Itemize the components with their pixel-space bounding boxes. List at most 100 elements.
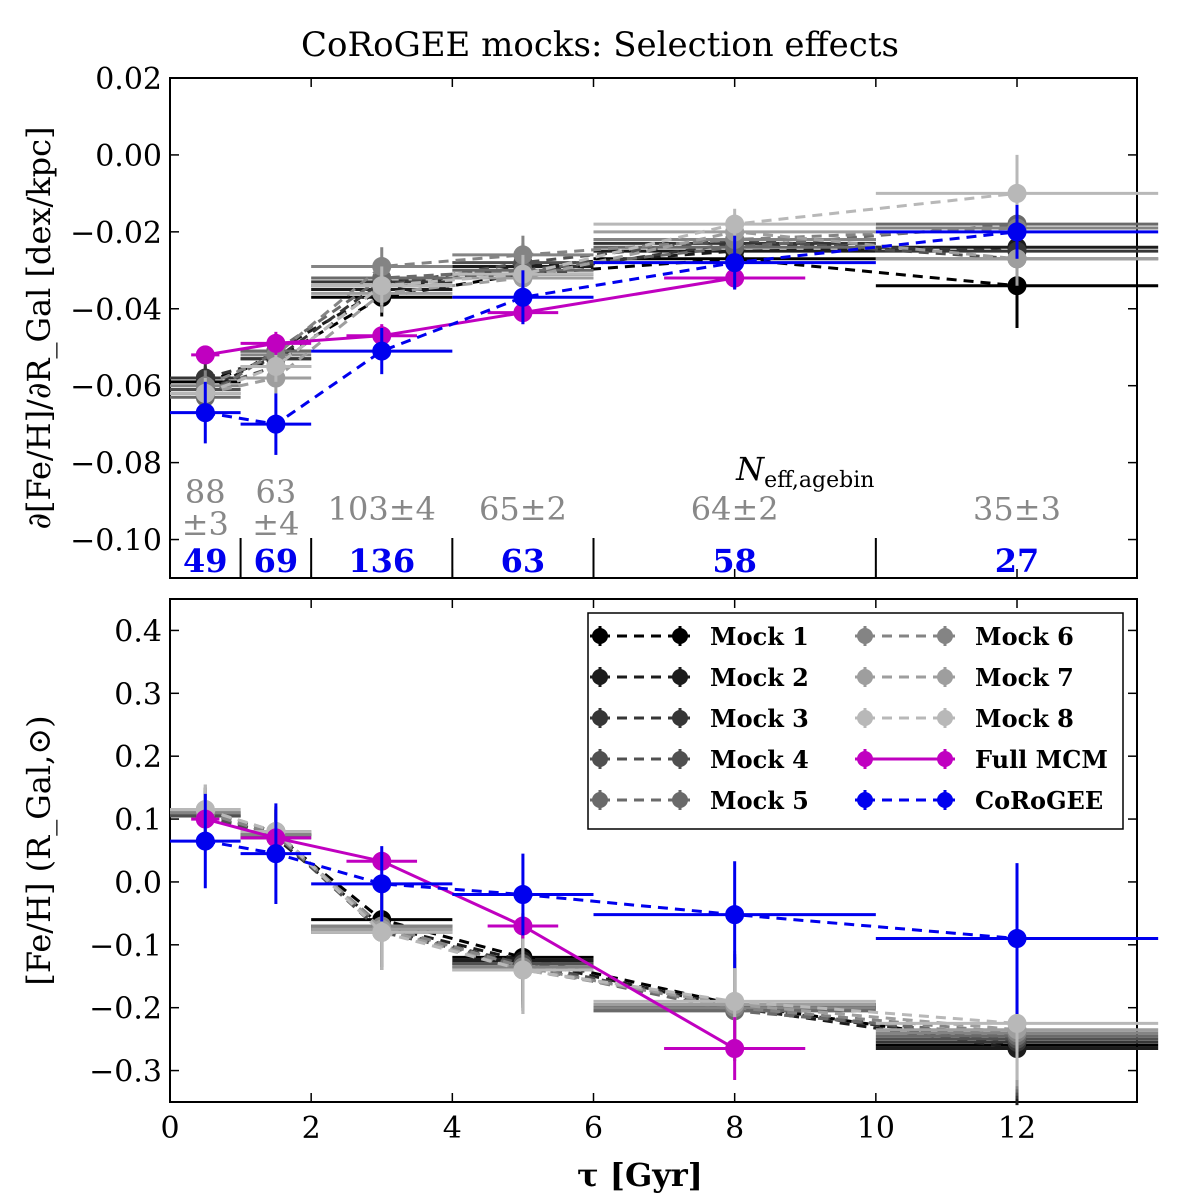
data-point xyxy=(1007,222,1027,242)
data-point xyxy=(195,345,215,365)
neff-value: 63 xyxy=(256,473,297,511)
legend-item-mock-6: Mock 6 xyxy=(855,622,1074,651)
legend-item-mock-3: Mock 3 xyxy=(590,704,809,733)
top-frame xyxy=(169,77,1138,579)
bottom-ytick-label: 0.1 xyxy=(114,803,162,838)
legend-item-mock-2: Mock 2 xyxy=(590,663,809,692)
legend-swatch-marker xyxy=(857,792,873,808)
legend-item-corogee: CoRoGEE xyxy=(855,786,1103,815)
legend-label: Mock 4 xyxy=(710,745,809,774)
data-point xyxy=(372,922,392,942)
legend-label: Mock 3 xyxy=(710,704,809,733)
bottom-y-axis-label: [Fe/H] (R_Gal,⊙) xyxy=(20,715,58,985)
legend-swatch-marker xyxy=(937,628,953,644)
neff-value: 103±4 xyxy=(328,490,436,528)
legend-item-mock-8: Mock 8 xyxy=(855,704,1074,733)
x-axis-label: τ [Gyr] xyxy=(577,1156,703,1194)
data-point xyxy=(725,905,745,925)
top-y-axis-label: ∂[Fe/H]/∂R_Gal [dex/kpc] xyxy=(20,126,58,529)
top-series-mock-8 xyxy=(170,154,1159,409)
bottom-series-mock-1 xyxy=(170,790,1159,1102)
data-point xyxy=(372,341,392,361)
legend-swatch-marker xyxy=(937,669,953,685)
legend-swatch-marker xyxy=(672,792,688,808)
data-point xyxy=(372,276,392,296)
legend-swatch-marker xyxy=(937,751,953,767)
legend-swatch-marker xyxy=(937,710,953,726)
data-point xyxy=(266,844,286,864)
series-line xyxy=(204,808,1018,1025)
series-line xyxy=(205,839,1018,941)
top-ytick-label: −0.10 xyxy=(70,524,162,559)
legend-item-full-mcm: Full MCM xyxy=(855,745,1108,774)
bottom-ytick-label: 0.2 xyxy=(114,740,162,775)
legend-label: Mock 8 xyxy=(975,704,1074,733)
series-line xyxy=(204,191,1018,395)
agebin-count: 49 xyxy=(183,542,228,580)
agebin-count: 27 xyxy=(995,542,1040,580)
top-ytick-label: −0.08 xyxy=(70,447,162,482)
top-series-mock-3 xyxy=(170,224,1159,394)
data-point xyxy=(266,356,286,376)
agebin-count: 69 xyxy=(254,542,299,580)
bottom-xtick-label: 8 xyxy=(725,1111,744,1146)
neff-value: 35±3 xyxy=(973,490,1061,528)
data-point xyxy=(1007,1013,1027,1033)
series-line xyxy=(204,811,1018,1038)
legend-swatch-marker xyxy=(672,710,688,726)
data-point xyxy=(513,960,533,980)
legend-swatch-marker xyxy=(672,751,688,767)
bottom-xtick-label: 6 xyxy=(584,1111,603,1146)
legend-swatch-marker xyxy=(592,792,608,808)
neff-value: 64±2 xyxy=(691,490,779,528)
data-point xyxy=(725,1039,745,1059)
legend-label: Mock 5 xyxy=(710,786,809,815)
legend-label: Mock 7 xyxy=(975,663,1074,692)
bottom-frame xyxy=(169,598,1138,1103)
legend-swatch-marker xyxy=(857,669,873,685)
legend-swatch-marker xyxy=(937,792,953,808)
data-point xyxy=(195,831,215,851)
bottom-ytick-label: 0.4 xyxy=(114,614,162,649)
figure-title: CoRoGEE mocks: Selection effects xyxy=(301,25,899,65)
data-point xyxy=(372,874,392,894)
legend-swatch-marker xyxy=(672,669,688,685)
bottom-series-mock-2 xyxy=(170,790,1159,1106)
legend-swatch-marker xyxy=(672,628,688,644)
data-point xyxy=(725,214,745,234)
top-ytick-label: −0.02 xyxy=(70,216,162,251)
legend-item-mock-4: Mock 4 xyxy=(590,745,809,774)
series-line xyxy=(204,808,1018,1032)
bottom-ytick-label: 0.3 xyxy=(114,677,162,712)
legend-label: Mock 2 xyxy=(710,663,809,692)
legend-label: Full MCM xyxy=(975,745,1108,774)
legend-swatch-marker xyxy=(592,751,608,767)
bottom-ytick-label: −0.2 xyxy=(89,992,162,1027)
legend-swatch-marker xyxy=(592,710,608,726)
series-line xyxy=(205,230,1018,426)
bottom-panel: 0.4 0.3 0.2 0.1 0.0 −0.1 −0.2 −0.3 0 2 4 6 8 10 12 [Fe/… xyxy=(20,598,1159,1146)
legend-swatch-marker xyxy=(592,628,608,644)
series-line xyxy=(204,814,1018,1051)
data-point xyxy=(725,253,745,273)
bottom-xtick-label: 2 xyxy=(302,1111,321,1146)
data-point xyxy=(725,991,745,1011)
legend-item-mock-7: Mock 7 xyxy=(855,663,1074,692)
bottom-xtick-label: 10 xyxy=(857,1111,895,1146)
bottom-ytick-label: 0.0 xyxy=(114,866,162,901)
neff-value: 65±2 xyxy=(479,490,567,528)
bottom-xtick-label: 12 xyxy=(998,1111,1036,1146)
top-series-corogee xyxy=(170,204,1159,455)
data-point xyxy=(1007,929,1027,949)
bottom-xtick-label: 4 xyxy=(443,1111,462,1146)
neff-error: ±4 xyxy=(252,505,299,543)
neff-value: 88 xyxy=(185,473,226,511)
legend-swatch-marker xyxy=(592,669,608,685)
neff-label: Neff,agebin xyxy=(735,450,874,493)
legend-item-mock-1: Mock 1 xyxy=(590,622,809,651)
data-point xyxy=(513,287,533,307)
series-line xyxy=(204,811,1018,1035)
top-ytick-label: 0.02 xyxy=(95,62,162,97)
bottom-ytick-label: −0.3 xyxy=(89,1055,162,1090)
